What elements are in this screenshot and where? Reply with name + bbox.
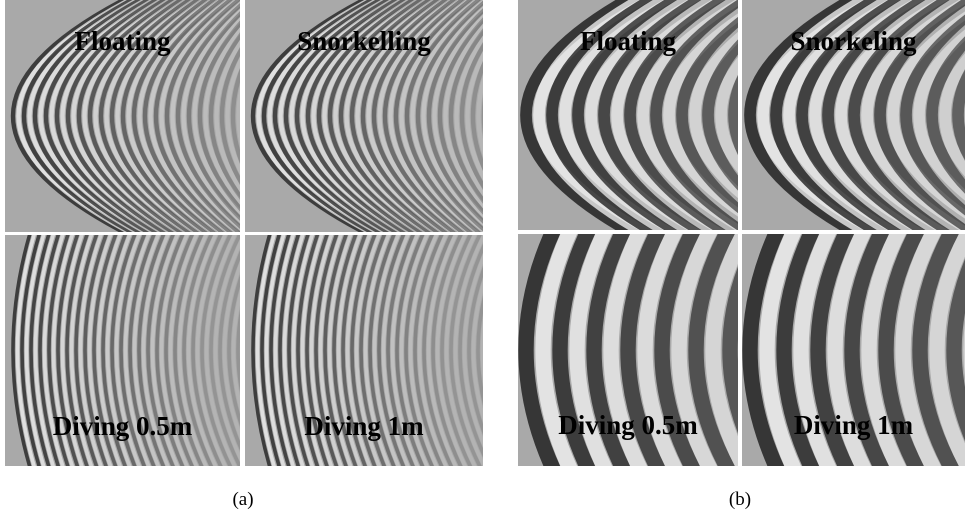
- figure: Floating Snorkelling Diving 0.5m Diving 1m (…: [0, 0, 965, 524]
- cell-label: Snorkeling: [790, 26, 917, 56]
- cell-label: Diving 1m: [794, 410, 914, 440]
- cell-label: Floating: [580, 26, 677, 56]
- wave-light: [483, 230, 516, 471]
- caption: (b): [729, 489, 751, 510]
- caption: (a): [232, 489, 253, 510]
- wave-dark: [487, 230, 521, 471]
- cell-label: Diving 0.5m: [558, 410, 698, 440]
- cell-label: Diving 0.5m: [53, 411, 193, 441]
- cell-label: Floating: [74, 26, 171, 56]
- cell-label: Diving 1m: [304, 411, 424, 441]
- cell-label: Snorkelling: [297, 26, 431, 56]
